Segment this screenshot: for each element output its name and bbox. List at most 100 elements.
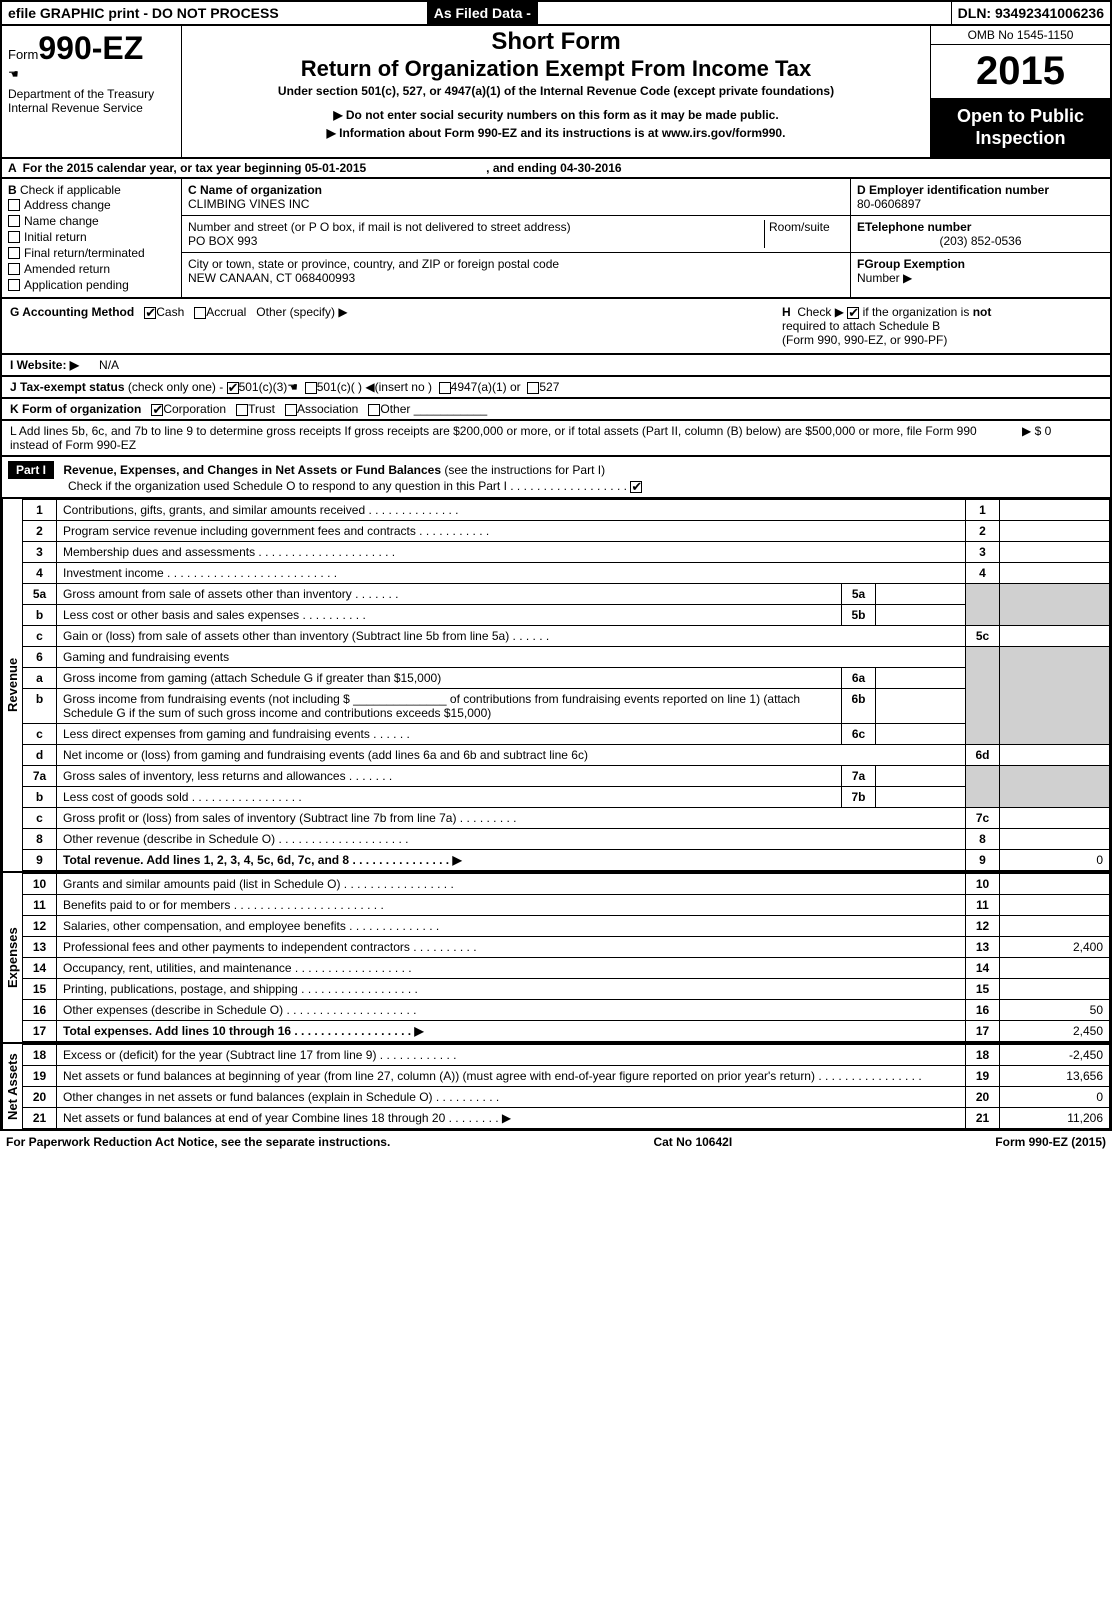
chk-4947[interactable] — [439, 382, 451, 394]
row-i: I Website: ▶ N/A — [0, 355, 1112, 377]
row-l: L Add lines 5b, 6c, and 7b to line 9 to … — [0, 421, 1112, 457]
line-11: 11Benefits paid to or for members . . . … — [23, 895, 1110, 916]
opt-address-change[interactable]: Address change — [8, 197, 175, 213]
website-val: N/A — [99, 358, 119, 372]
section-c: C Name of organization CLIMBING VINES IN… — [182, 179, 850, 297]
chk-h[interactable] — [847, 307, 859, 319]
topbar-left: efile GRAPHIC print - DO NOT PROCESS — [2, 2, 427, 24]
c-name-label: C Name of organization — [188, 183, 844, 197]
topbar: efile GRAPHIC print - DO NOT PROCESS As … — [0, 0, 1112, 26]
section-code-line: Under section 501(c), 527, or 4947(a)(1)… — [190, 82, 922, 100]
j-4947: 4947(a)(1) or — [451, 380, 521, 394]
f-label2: Number ▶ — [857, 271, 912, 285]
line-6a: aGross income from gaming (attach Schedu… — [23, 668, 1110, 689]
opt-initial-return[interactable]: Initial return — [8, 229, 175, 245]
omb-number: OMB No 1545-1150 — [931, 26, 1110, 45]
a-label: A — [8, 161, 17, 175]
header-left: Form990-EZ ☚ Department of the Treasury … — [2, 26, 182, 157]
line-4: 4Investment income . . . . . . . . . . .… — [23, 563, 1110, 584]
expenses-side-label: Expenses — [2, 873, 22, 1042]
line-14: 14Occupancy, rent, utilities, and mainte… — [23, 958, 1110, 979]
j-insert: ◀(insert no ) — [365, 380, 432, 394]
part1-label: Part I — [8, 461, 54, 479]
h-not: not — [973, 305, 992, 319]
l-text: L Add lines 5b, 6c, and 7b to line 9 to … — [10, 424, 1002, 452]
chk-501c3[interactable] — [227, 382, 239, 394]
cash-label: Cash — [156, 305, 184, 319]
footer-catno: Cat No 10642I — [653, 1135, 732, 1149]
line-21: 21Net assets or fund balances at end of … — [23, 1108, 1110, 1129]
line-8: 8Other revenue (describe in Schedule O) … — [23, 829, 1110, 850]
b-label: B — [8, 183, 17, 197]
open-public-badge: Open to Public Inspection — [931, 98, 1110, 157]
topbar-asfiled: As Filed Data - — [427, 2, 538, 24]
chk-assoc[interactable] — [285, 404, 297, 416]
k-other: Other — [380, 402, 410, 416]
opt-final-return[interactable]: Final return/terminated — [8, 245, 175, 261]
line-16: 16Other expenses (describe in Schedule O… — [23, 1000, 1110, 1021]
h-text4: (Form 990, 990-EZ, or 990-PF) — [782, 333, 947, 347]
line-13: 13Professional fees and other payments t… — [23, 937, 1110, 958]
chk-501c[interactable] — [305, 382, 317, 394]
chk-corp[interactable] — [151, 404, 163, 416]
chk-cash[interactable] — [144, 307, 156, 319]
line-7a: 7aGross sales of inventory, less returns… — [23, 766, 1110, 787]
h-text1: Check ▶ — [797, 305, 844, 319]
line-6c: cLess direct expenses from gaming and fu… — [23, 724, 1110, 745]
line-12: 12Salaries, other compensation, and empl… — [23, 916, 1110, 937]
opt-name-change[interactable]: Name change — [8, 213, 175, 229]
k-corp: Corporation — [163, 402, 226, 416]
line-5a: 5aGross amount from sale of assets other… — [23, 584, 1110, 605]
accrual-label: Accrual — [206, 305, 246, 319]
header-right: OMB No 1545-1150 2015 Open to Public Ins… — [930, 26, 1110, 157]
j-label: J Tax-exempt status — [10, 380, 125, 394]
form-prefix: Form — [8, 47, 38, 62]
header-mid: Short Form Return of Organization Exempt… — [182, 26, 930, 157]
h-text3: required to attach Schedule B — [782, 319, 940, 333]
line-9: 9Total revenue. Add lines 1, 2, 3, 4, 5c… — [23, 850, 1110, 871]
open-public-1: Open to Public — [935, 106, 1106, 128]
revenue-section: Revenue 1Contributions, gifts, grants, a… — [0, 499, 1112, 873]
chk-accrual[interactable] — [194, 307, 206, 319]
chk-other[interactable] — [368, 404, 380, 416]
l-amount: ▶ $ 0 — [1022, 424, 1102, 452]
org-city: NEW CANAAN, CT 068400993 — [188, 271, 844, 285]
line-5b: bLess cost or other basis and sales expe… — [23, 605, 1110, 626]
form-number: 990-EZ — [38, 30, 143, 66]
line-6b: bGross income from fundraising events (n… — [23, 689, 1110, 724]
instructions-link: ▶ Information about Form 990-EZ and its … — [190, 124, 922, 142]
opt-amended[interactable]: Amended return — [8, 261, 175, 277]
line-15: 15Printing, publications, postage, and s… — [23, 979, 1110, 1000]
org-address: PO BOX 993 — [188, 234, 764, 248]
b-text: Check if applicable — [20, 183, 121, 197]
revenue-side-label: Revenue — [2, 499, 22, 871]
section-bcd: B Check if applicable Address change Nam… — [0, 179, 1112, 299]
j-note: (check only one) - — [128, 380, 223, 394]
part1-check-text: Check if the organization used Schedule … — [68, 479, 627, 493]
d-label: D Employer identification number — [857, 183, 1104, 197]
line-3: 3Membership dues and assessments . . . .… — [23, 542, 1110, 563]
chk-trust[interactable] — [236, 404, 248, 416]
org-name: CLIMBING VINES INC — [188, 197, 844, 211]
h-label: H — [782, 305, 791, 319]
line-1: 1Contributions, gifts, grants, and simil… — [23, 500, 1110, 521]
dln-value: 93492341006236 — [995, 5, 1104, 21]
dln: DLN: 93492341006236 — [951, 2, 1110, 24]
row-k: K Form of organization Corporation Trust… — [0, 399, 1112, 421]
opt-pending[interactable]: Application pending — [8, 277, 175, 293]
open-public-2: Inspection — [935, 128, 1106, 150]
dept-treasury: Department of the Treasury — [8, 87, 175, 101]
row-j: J Tax-exempt status (check only one) - 5… — [0, 377, 1112, 399]
form-header: Form990-EZ ☚ Department of the Treasury … — [0, 26, 1112, 159]
j-527: 527 — [539, 380, 559, 394]
k-label: K Form of organization — [10, 402, 141, 416]
part1-header: Part I Revenue, Expenses, and Changes in… — [0, 457, 1112, 499]
line-6: 6Gaming and fundraising events — [23, 647, 1110, 668]
row-gh: G Accounting Method Cash Accrual Other (… — [0, 299, 1112, 355]
j-501c3: 501(c)(3) — [239, 380, 288, 394]
chk-schedule-o[interactable] — [630, 481, 642, 493]
line-18: 18Excess or (deficit) for the year (Subt… — [23, 1045, 1110, 1066]
e-label: ETelephone number — [857, 220, 1104, 234]
chk-527[interactable] — [527, 382, 539, 394]
g-label: G Accounting Method — [10, 305, 134, 319]
